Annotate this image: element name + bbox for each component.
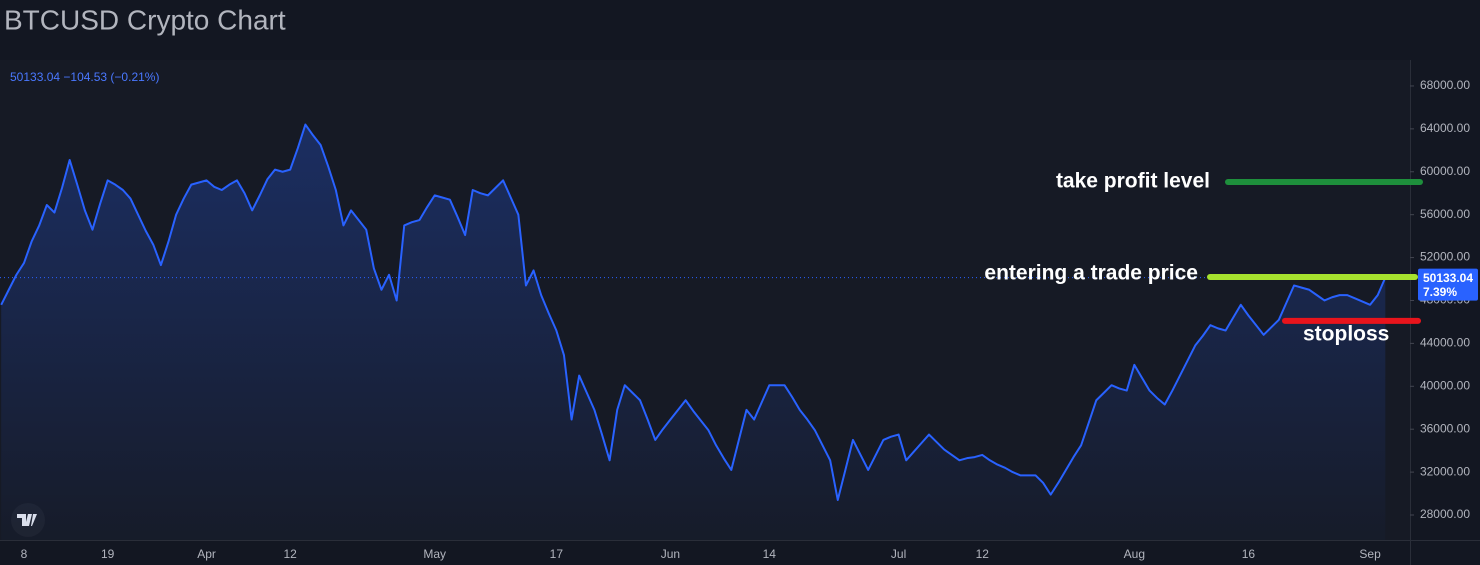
- y-tick-label: 32000.00: [1420, 464, 1470, 478]
- y-tick-label: 64000.00: [1420, 121, 1470, 135]
- x-tick-label: 12: [976, 547, 990, 561]
- x-tick-label: 14: [763, 547, 777, 561]
- last-change-label: 7.39%: [1423, 285, 1457, 299]
- y-tick-label: 56000.00: [1420, 207, 1470, 221]
- y-tick-label: 44000.00: [1420, 336, 1470, 350]
- y-tick-label: 28000.00: [1420, 507, 1470, 521]
- x-tick-label: Jul: [891, 547, 906, 561]
- x-tick-label: Sep: [1359, 547, 1381, 561]
- x-tick-label: Apr: [197, 547, 216, 561]
- x-tick-label: 8: [21, 547, 28, 561]
- price-line: [0, 123, 1387, 501]
- y-tick-label: 52000.00: [1420, 250, 1470, 264]
- y-tick-label: 60000.00: [1420, 164, 1470, 178]
- level-label: take profit level: [1056, 170, 1210, 193]
- level-label: entering a trade price: [984, 262, 1198, 285]
- x-tick-label: 17: [550, 547, 564, 561]
- x-tick-label: Aug: [1124, 547, 1145, 561]
- x-tick-label: 16: [1242, 547, 1256, 561]
- price-area: [1, 124, 1386, 540]
- last-price-tag: [1418, 268, 1478, 301]
- level-label: stoploss: [1303, 322, 1389, 345]
- y-tick-label: 40000.00: [1420, 378, 1470, 392]
- last-price-label: 50133.04: [1423, 271, 1473, 285]
- y-tick-label: 68000.00: [1420, 78, 1470, 92]
- x-tick-label: Jun: [661, 547, 680, 561]
- x-tick-label: 19: [101, 547, 115, 561]
- x-tick-label: 12: [284, 547, 298, 561]
- y-tick-label: 36000.00: [1420, 421, 1470, 435]
- legend-text: 50133.04 −104.53 (−0.21%): [10, 70, 159, 84]
- x-tick-label: May: [423, 547, 446, 561]
- chart-title: BTCUSD Crypto Chart: [4, 4, 286, 35]
- plot-layer: 28000.00 32000.00 36000.00 40000.00 44000.00…: [0, 78, 1478, 561]
